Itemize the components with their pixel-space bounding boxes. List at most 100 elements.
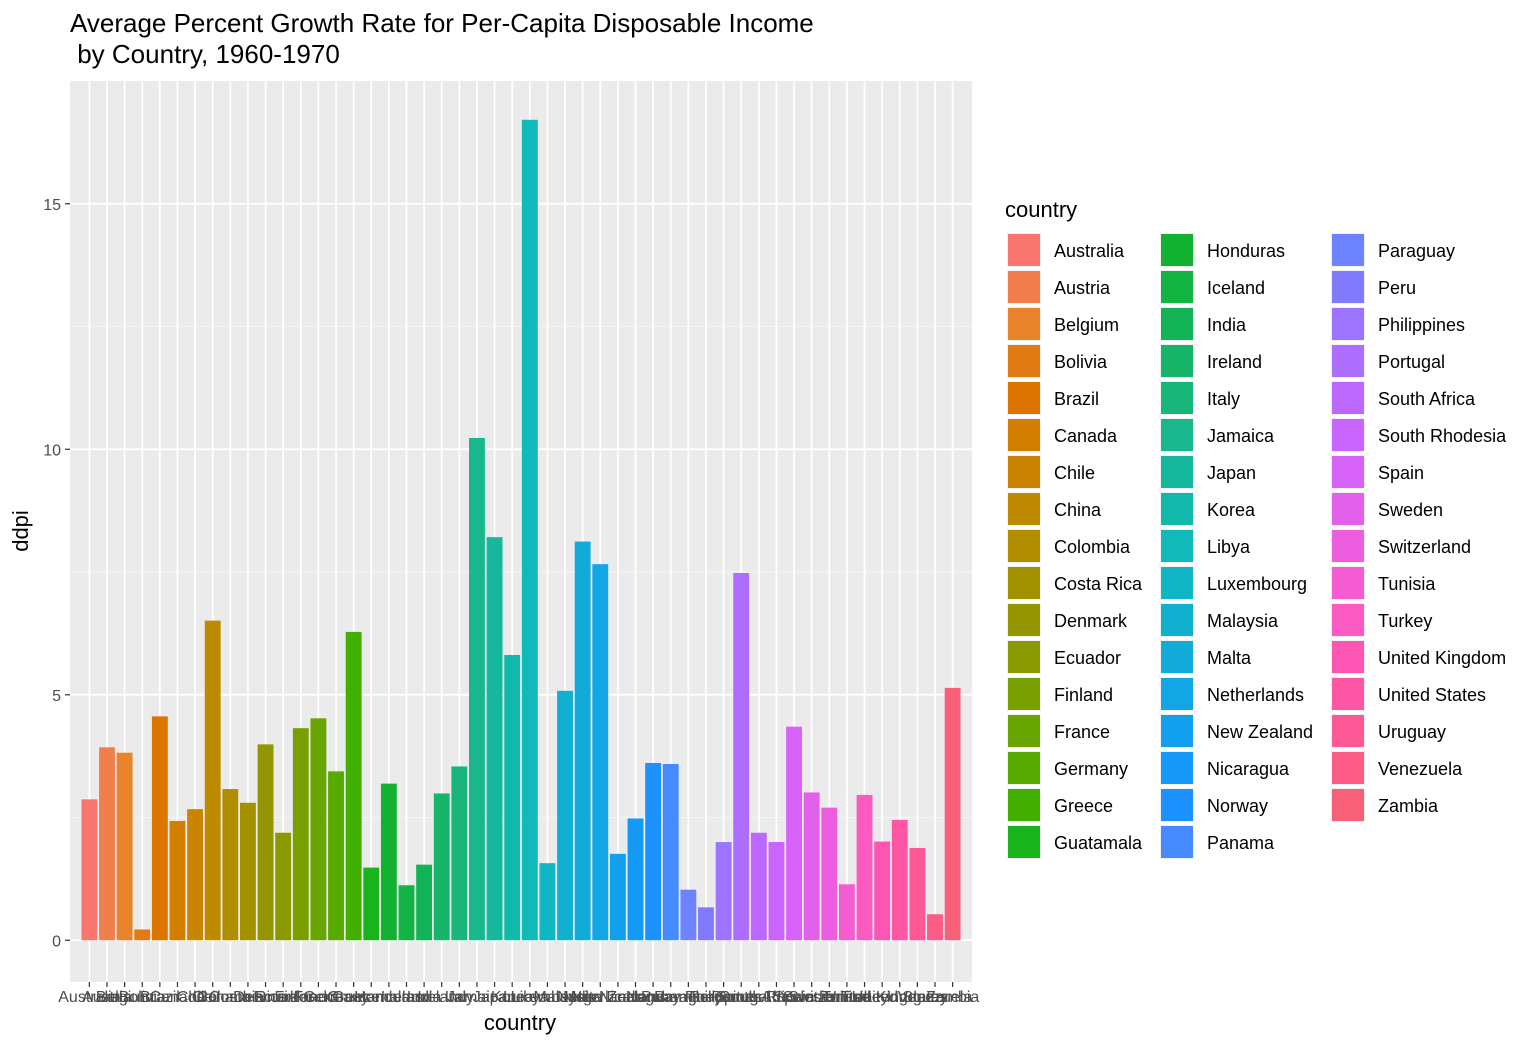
bar-nicaragua — [627, 818, 644, 941]
legend-key-swatch — [1161, 345, 1193, 377]
legend-key-swatch — [1008, 456, 1040, 488]
x-tick-label: Korea — [491, 989, 534, 1006]
bar-canada — [169, 820, 186, 941]
legend-label: Venezuela — [1378, 759, 1463, 779]
x-tick-label: Paraguay — [654, 989, 723, 1006]
x-tick-label: Costa Rica — [209, 989, 287, 1006]
legend-key-swatch — [1332, 752, 1364, 784]
legend-key-swatch — [1332, 234, 1364, 266]
legend-label: Bolivia — [1054, 352, 1108, 372]
legend-label: Japan — [1207, 463, 1256, 483]
legend-key-swatch — [1332, 419, 1364, 451]
legend-label: Uruguay — [1378, 722, 1446, 742]
legend-key-swatch — [1161, 456, 1193, 488]
x-tick-label: Bolivia — [119, 989, 166, 1006]
bar-south-rhodesia — [768, 842, 785, 941]
legend-label: Costa Rica — [1054, 574, 1143, 594]
bar-uruguay — [909, 847, 926, 941]
legend-label: Portugal — [1378, 352, 1445, 372]
legend-key-swatch — [1161, 234, 1193, 266]
x-tick-label: Tunisia — [821, 989, 872, 1006]
legend-label: Peru — [1378, 278, 1416, 298]
x-tick-label: Brazil — [140, 989, 180, 1006]
legend-label: Canada — [1054, 426, 1118, 446]
legend-key-swatch — [1332, 345, 1364, 377]
legend-title: country — [1005, 197, 1077, 222]
x-tick-label: Netherlands — [557, 989, 643, 1006]
legend-label: Libya — [1207, 537, 1251, 557]
legend-key-swatch — [1161, 567, 1193, 599]
legend-key-swatch — [1008, 271, 1040, 303]
x-tick-label: Guatamala — [332, 989, 410, 1006]
bar-brazil — [151, 716, 168, 941]
legend-key-swatch — [1008, 419, 1040, 451]
legend-key-swatch — [1332, 493, 1364, 525]
legend-label: Colombia — [1054, 537, 1131, 557]
legend-label: Guatamala — [1054, 833, 1143, 853]
legend-label: South Rhodesia — [1378, 426, 1507, 446]
bars — [81, 119, 961, 941]
legend-label: Ireland — [1207, 352, 1262, 372]
x-tick-label: Malta — [563, 989, 602, 1006]
bar-peru — [698, 907, 714, 941]
legend-label: Malaysia — [1207, 611, 1279, 631]
legend-label: Chile — [1054, 463, 1095, 483]
legend-key-swatch — [1008, 234, 1040, 266]
legend-label: Germany — [1054, 759, 1128, 779]
x-tick-label: Greece — [327, 989, 380, 1006]
x-tick-label: Uruguay — [887, 989, 947, 1006]
legend-label: Iceland — [1207, 278, 1265, 298]
x-tick-label: Australia — [58, 989, 120, 1006]
x-axis-title: country — [484, 1010, 556, 1035]
legend-key-swatch — [1161, 715, 1193, 747]
bar-sweden — [803, 792, 820, 941]
legend-label: Austria — [1054, 278, 1111, 298]
legend-key-swatch — [1008, 641, 1040, 673]
bar-ecuador — [275, 832, 292, 941]
bar-spain — [786, 726, 802, 941]
legend-label: Greece — [1054, 796, 1113, 816]
bar-south-africa — [750, 832, 767, 941]
bar-libya — [521, 119, 538, 941]
bar-tunisia — [838, 884, 855, 941]
legend-key-swatch — [1332, 456, 1364, 488]
bar-united-states — [891, 819, 908, 941]
legend-label: Philippines — [1378, 315, 1465, 335]
legend-key-swatch — [1332, 271, 1364, 303]
legend-key-swatch — [1332, 308, 1364, 340]
legend-key-swatch — [1332, 567, 1364, 599]
bar-panama — [662, 763, 679, 941]
legend-label: Luxembourg — [1207, 574, 1307, 594]
x-tick-label: United States — [852, 989, 948, 1006]
legend-key-swatch — [1008, 826, 1040, 858]
legend-label: Australia — [1054, 241, 1125, 261]
bar-india — [416, 864, 433, 941]
legend-label: Malta — [1207, 648, 1252, 668]
x-tick-label: Libya — [511, 989, 549, 1006]
bar-finland — [292, 728, 309, 941]
x-tick-label: Switzerland — [788, 989, 871, 1006]
x-tick-label: New Zealand — [571, 989, 665, 1006]
legend-key-swatch — [1332, 604, 1364, 636]
legend-key-swatch — [1008, 678, 1040, 710]
legend-key-swatch — [1161, 789, 1193, 821]
x-tick-label: South Rhodesia — [720, 989, 834, 1006]
bar-colombia — [222, 789, 239, 941]
x-tick-label: Honduras — [354, 989, 423, 1006]
x-tick-label: South Africa — [716, 989, 802, 1006]
y-tick-label: 5 — [52, 688, 61, 705]
legend-label: France — [1054, 722, 1110, 742]
legend-key-swatch — [1008, 752, 1040, 784]
bar-china — [204, 620, 221, 941]
legend-label: Panama — [1207, 833, 1275, 853]
chart-title-line-1: Average Percent Growth Rate for Per-Capi… — [70, 8, 814, 38]
x-tick-label: Colombia — [197, 989, 265, 1006]
bar-portugal — [733, 572, 750, 941]
legend-label: South Africa — [1378, 389, 1476, 409]
bar-netherlands — [592, 564, 609, 941]
x-axis: AustraliaAustriaBelgiumBoliviaBrazilCana… — [58, 982, 979, 1006]
legend-label: New Zealand — [1207, 722, 1313, 742]
x-tick-label: Belgium — [96, 989, 154, 1006]
legend-key-swatch — [1161, 752, 1193, 784]
legend-key-swatch — [1008, 789, 1040, 821]
